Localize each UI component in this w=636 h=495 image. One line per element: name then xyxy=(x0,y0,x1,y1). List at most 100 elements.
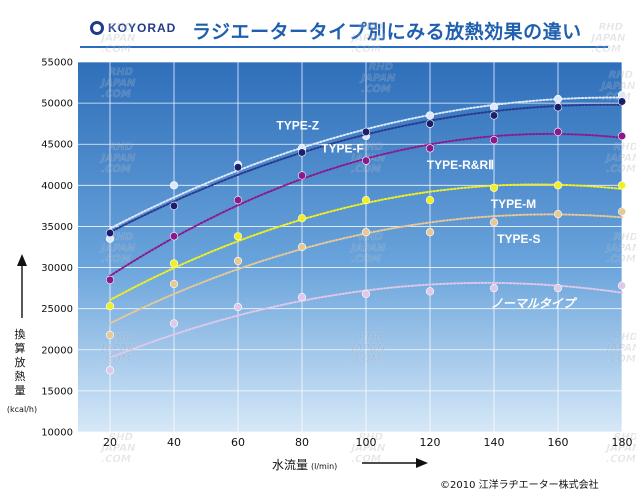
watermark-text: JAPAN xyxy=(349,33,386,44)
data-point xyxy=(617,181,627,190)
data-point xyxy=(553,284,563,293)
x-tick-label: 80 xyxy=(295,436,309,449)
watermark-text: JAPAN xyxy=(589,33,626,44)
watermark-text: JAPAN xyxy=(349,343,386,354)
data-point xyxy=(425,228,435,237)
watermark-text: JAPAN xyxy=(99,343,136,354)
data-point xyxy=(169,201,179,210)
data-point xyxy=(297,148,307,157)
x-tick-label: 120 xyxy=(420,436,441,449)
watermark-text: JAPAN xyxy=(349,243,386,254)
watermark-text: JAPAN xyxy=(599,81,636,92)
watermark-text: JAPAN xyxy=(99,243,136,254)
watermark-text: RHD xyxy=(367,62,394,73)
series-label: TYPE-S xyxy=(497,232,540,246)
data-point xyxy=(233,163,243,172)
watermark-text: .COM xyxy=(360,84,392,95)
copyright: ©2010 江洋ラヂエーター株式会社 xyxy=(440,480,599,491)
data-point xyxy=(489,218,499,227)
koyorad-logo-icon xyxy=(90,21,104,35)
x-tick-label: 20 xyxy=(103,436,117,449)
data-point xyxy=(361,196,371,205)
watermark-text: RHD xyxy=(612,142,636,153)
watermark-text: .COM xyxy=(605,254,636,265)
plot-area xyxy=(78,62,622,432)
data-point xyxy=(617,97,627,106)
x-tick-label: 40 xyxy=(167,436,181,449)
data-point xyxy=(105,228,115,238)
watermark-text: RHD xyxy=(107,332,134,343)
y-tick-label: 20000 xyxy=(41,345,73,356)
watermark-text: .COM xyxy=(100,454,132,465)
series-label: ノーマルタイプ xyxy=(491,297,578,311)
data-point xyxy=(617,207,627,216)
x-tick-label: 100 xyxy=(356,436,377,449)
series-label: TYPE-F xyxy=(321,141,364,155)
watermark-text: .COM xyxy=(350,44,382,55)
watermark-text: RHD xyxy=(107,22,134,33)
logo: KOYORAD xyxy=(90,21,176,35)
data-point xyxy=(553,181,563,190)
watermark-text: JAPAN xyxy=(349,443,386,454)
data-point xyxy=(617,131,627,141)
watermark-text: RHD xyxy=(357,22,384,33)
watermark-text: .COM xyxy=(605,164,636,175)
watermark-text: RHD xyxy=(357,432,384,443)
watermark-text: RHD xyxy=(107,67,134,78)
watermark-text: JAPAN xyxy=(359,73,396,84)
data-point xyxy=(169,232,179,241)
data-point xyxy=(297,171,307,180)
y-tick-label: 15000 xyxy=(41,386,73,397)
watermark-layer: RHDJAPAN.COMRHDJAPAN.COMRHDJAPAN.COMRHDJ… xyxy=(99,22,636,465)
y-tick-label: 25000 xyxy=(41,304,73,315)
x-axis-label: 水流量 xyxy=(272,458,309,472)
data-point xyxy=(105,366,115,375)
watermark-text: JAPAN xyxy=(99,443,136,454)
watermark-text: JAPAN xyxy=(604,153,636,164)
y-tick-label: 55000 xyxy=(41,58,73,69)
title-underline xyxy=(80,46,608,48)
watermark-text: .COM xyxy=(100,89,132,100)
watermark-text: RHD xyxy=(357,142,384,153)
data-point xyxy=(489,183,499,192)
y-axis-arrow-icon xyxy=(17,254,27,266)
data-point xyxy=(489,111,499,120)
data-point xyxy=(553,103,563,112)
data-point xyxy=(297,293,307,302)
watermark-text: RHD xyxy=(607,70,634,81)
watermark-text: JAPAN xyxy=(99,78,136,89)
y-tick-label: 40000 xyxy=(41,181,73,192)
data-point xyxy=(553,94,563,104)
data-point xyxy=(489,284,499,293)
watermark-text: JAPAN xyxy=(99,153,136,164)
watermark-text: JAPAN xyxy=(604,443,636,454)
series-label: TYPE-M xyxy=(491,197,536,211)
data-point xyxy=(169,181,179,190)
data-point xyxy=(425,111,435,120)
data-point xyxy=(361,289,371,298)
watermark-text: RHD xyxy=(612,432,636,443)
y-tick-label: 45000 xyxy=(41,140,73,151)
x-tick-label: 180 xyxy=(612,436,633,449)
data-point xyxy=(233,232,243,241)
data-point xyxy=(105,302,115,311)
series-label: TYPE-R&RⅡ xyxy=(427,158,494,172)
watermark-text: RHD xyxy=(107,142,134,153)
watermark-text: .COM xyxy=(350,164,382,175)
data-point xyxy=(233,256,243,266)
watermark-text: .COM xyxy=(605,454,636,465)
watermark-text: RHD xyxy=(357,332,384,343)
y-tick-label: 50000 xyxy=(41,99,73,110)
watermark-text: .COM xyxy=(590,44,622,55)
watermark-text: RHD xyxy=(597,22,624,33)
data-point xyxy=(105,330,115,340)
